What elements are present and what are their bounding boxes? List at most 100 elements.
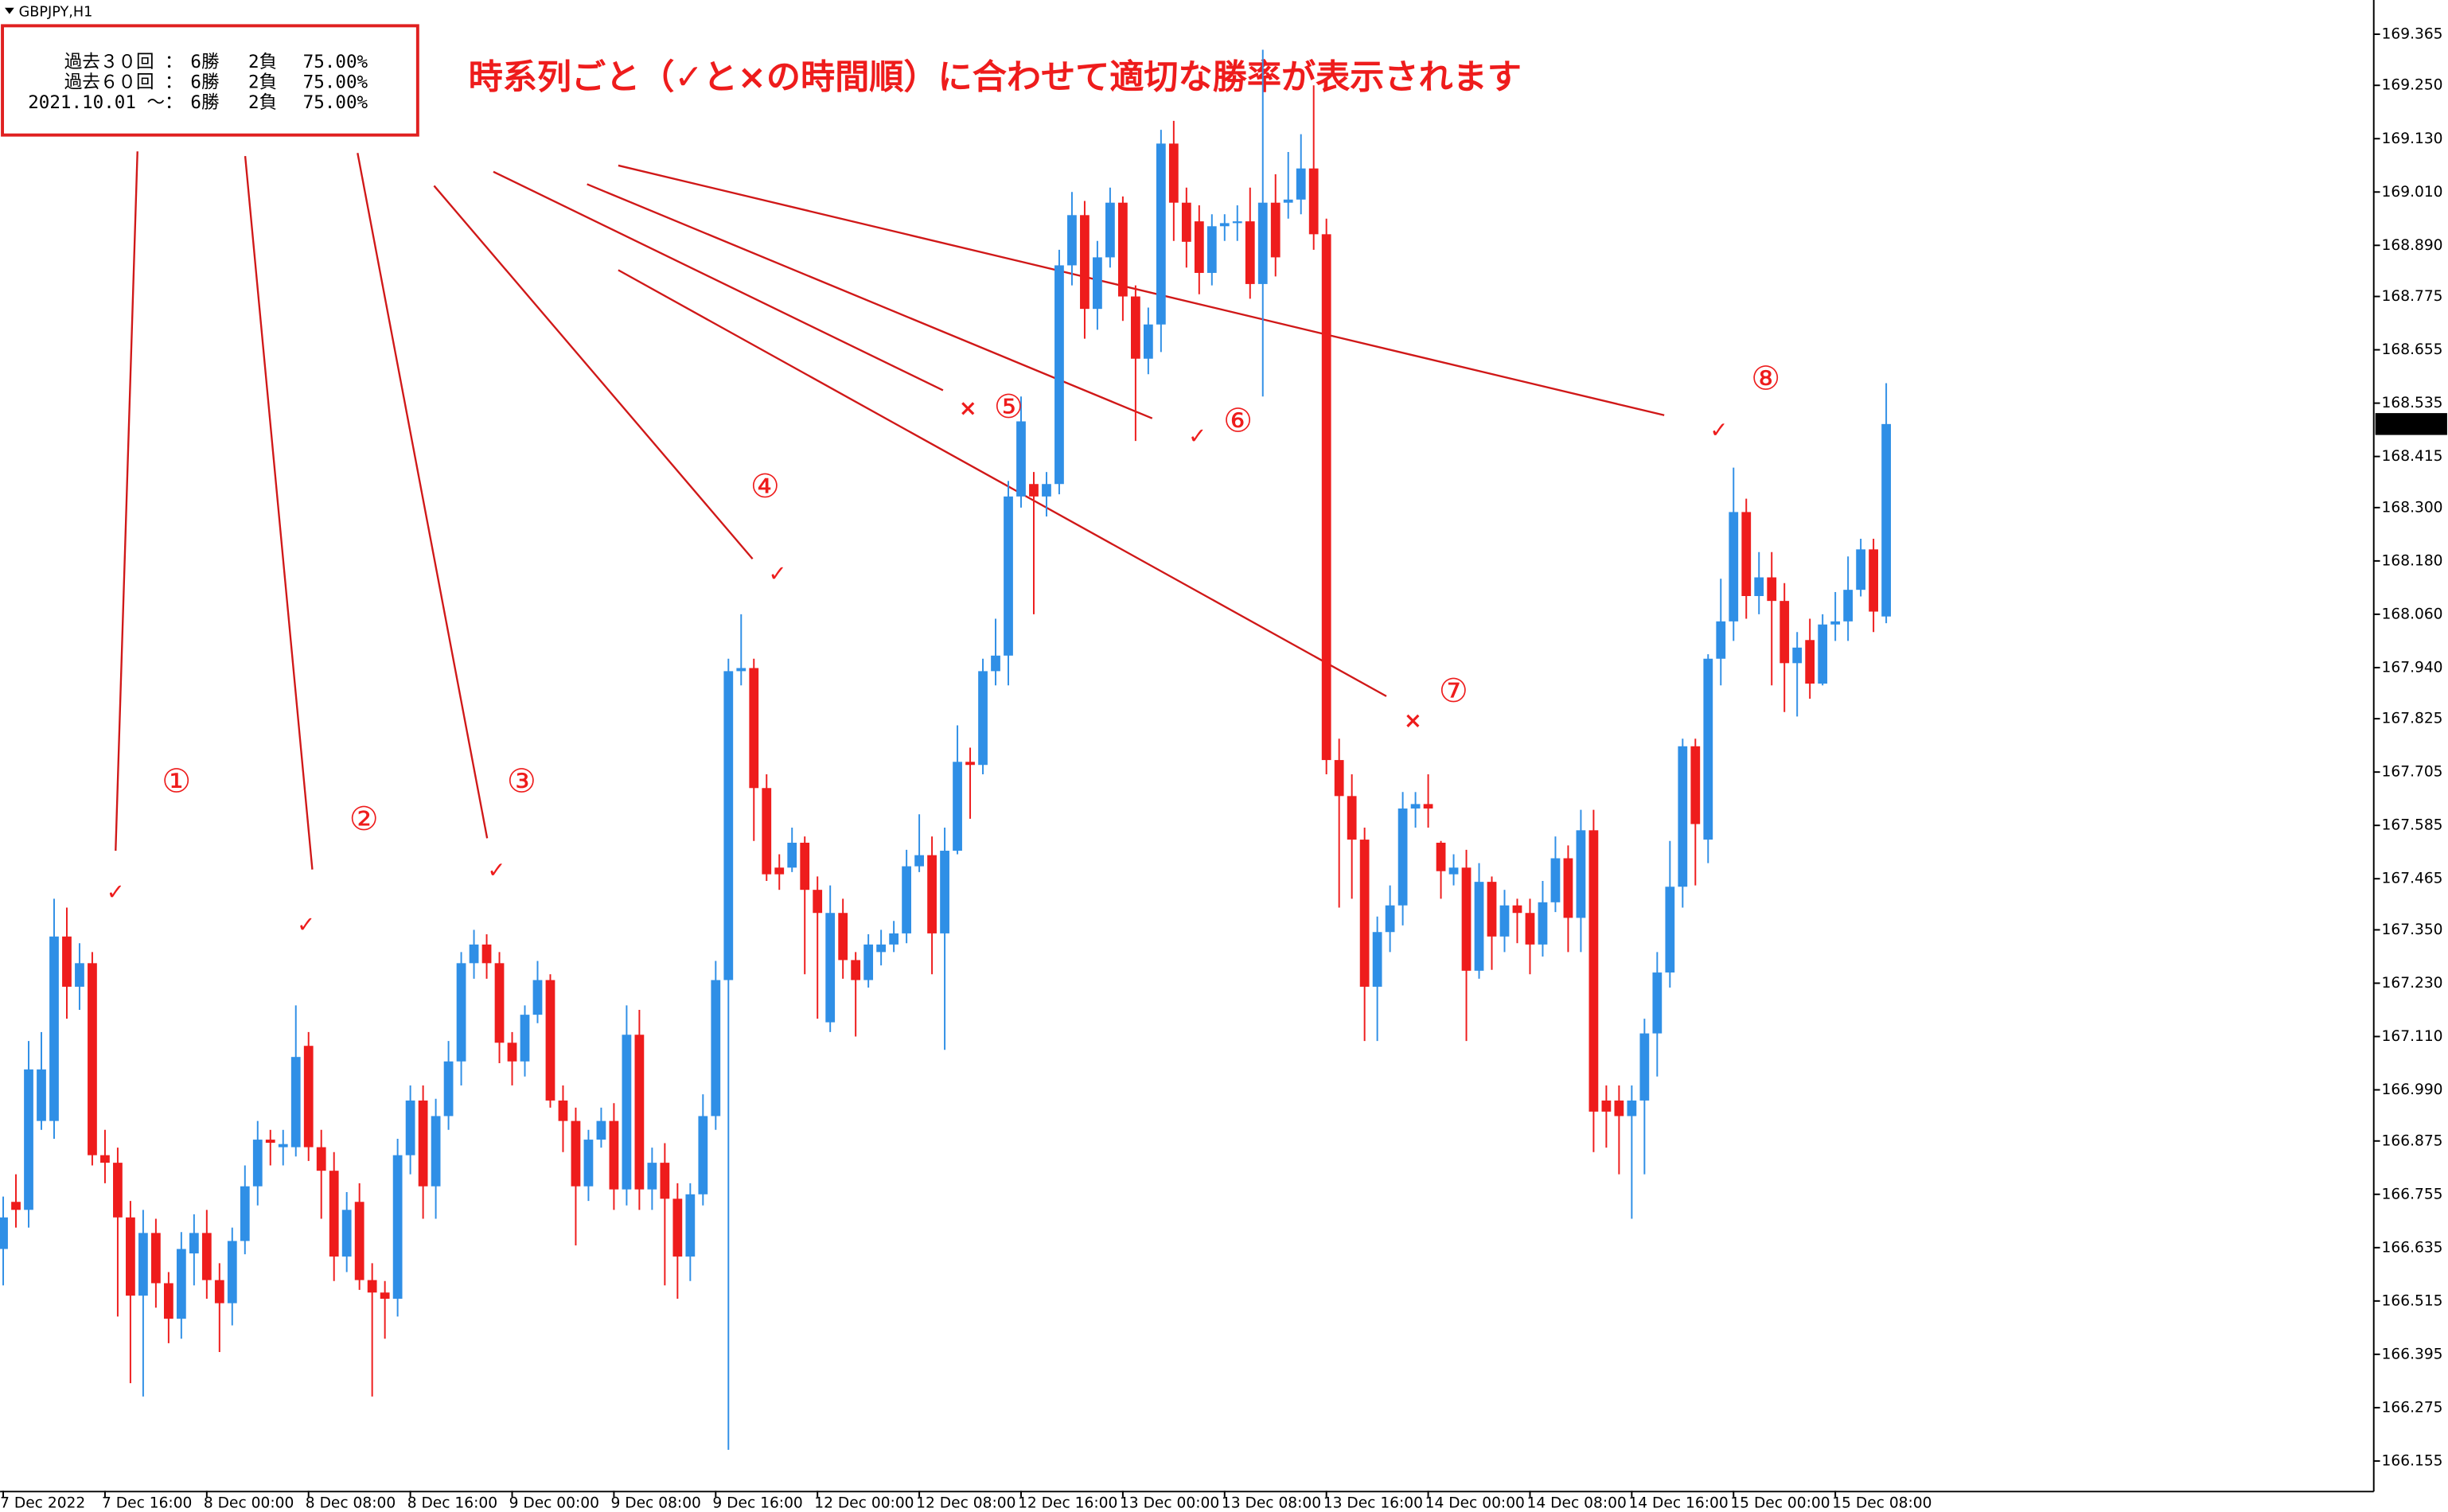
candle-body (1767, 577, 1777, 602)
stats-cell: 75.00% (303, 72, 368, 92)
candle-body (978, 671, 988, 766)
annotation-mark: ✓ (487, 859, 505, 883)
annotation-number: ④ (750, 467, 780, 505)
candle-body (380, 1292, 390, 1300)
candle-body (75, 963, 84, 987)
candle-body (1029, 484, 1039, 497)
candle-body (278, 1144, 288, 1148)
candle-body (774, 867, 785, 875)
candle-body (1194, 221, 1204, 273)
candle-body (698, 1116, 708, 1194)
candle-body (672, 1198, 683, 1257)
candle-body (953, 762, 962, 851)
y-tick-label: 166.275 (2382, 1399, 2443, 1416)
x-tick-label: 14 Dec 00:00 (1425, 1495, 1525, 1512)
candle-body (1652, 972, 1663, 1034)
candle-body (1805, 640, 1815, 684)
x-tick-label: 13 Dec 16:00 (1323, 1495, 1423, 1512)
candle-body (685, 1194, 696, 1257)
candle-body (762, 788, 772, 875)
candle-body (1830, 621, 1841, 625)
y-tick-label: 168.180 (2382, 552, 2443, 569)
last-price-label: 168.488 (2380, 415, 2442, 432)
candle-body (316, 1147, 326, 1171)
x-tick-label: 7 Dec 16:00 (102, 1495, 192, 1512)
y-tick-label: 166.515 (2382, 1292, 2443, 1309)
menu-triangle[interactable] (4, 7, 14, 14)
candle-body (1347, 796, 1357, 840)
candle-body (1716, 621, 1726, 659)
candle-body (1004, 496, 1013, 656)
candle-body (1296, 168, 1306, 200)
candle-body (0, 1217, 8, 1249)
candle-body (456, 963, 466, 1062)
candle-body (736, 668, 746, 672)
candle-body (1385, 905, 1395, 933)
candle-body (1130, 296, 1140, 359)
x-tick-label: 15 Dec 00:00 (1730, 1495, 1830, 1512)
candle-body (1321, 234, 1331, 761)
candle-body (1614, 1100, 1624, 1116)
candle-body (252, 1140, 263, 1187)
candle-body (851, 960, 861, 980)
last-price-box (2375, 413, 2447, 435)
candle-body (1308, 168, 1319, 235)
candle-body (329, 1171, 339, 1257)
candle-body (1512, 905, 1522, 914)
y-tick-label: 166.875 (2382, 1132, 2443, 1149)
candle-body (558, 1100, 568, 1121)
candle-body (507, 1042, 517, 1062)
candle-body (227, 1241, 237, 1304)
annotation-number: ⑥ (1223, 402, 1253, 440)
y-tick-label: 167.230 (2382, 975, 2443, 992)
candle-body (11, 1202, 21, 1210)
x-tick-label: 8 Dec 16:00 (407, 1495, 497, 1512)
y-tick-label: 167.825 (2382, 711, 2443, 727)
stats-cell: 6勝 (190, 72, 219, 92)
candle-body (1232, 221, 1242, 224)
x-tick-label: 8 Dec 00:00 (204, 1495, 294, 1512)
x-tick-label: 14 Dec 08:00 (1527, 1495, 1627, 1512)
stats-cell: 75.00% (303, 92, 368, 113)
stats-cell: 6勝 (190, 52, 219, 72)
x-tick-label: 12 Dec 00:00 (814, 1495, 914, 1512)
annotation-number: ② (349, 800, 379, 838)
candle-body (660, 1163, 670, 1199)
candle-body (1168, 143, 1179, 203)
x-tick-label: 7 Dec 2022 (0, 1495, 85, 1512)
y-tick-label: 167.110 (2382, 1028, 2443, 1045)
candle-body (1359, 840, 1370, 987)
leader-line (244, 156, 314, 870)
candle-body (418, 1100, 428, 1187)
candle-body (1665, 887, 1675, 973)
candle-body (1729, 512, 1739, 622)
stats-cell: 2負 (248, 52, 277, 72)
candle-body (825, 913, 836, 1023)
annotation-number: ⑧ (1751, 360, 1780, 398)
candle-body (889, 933, 899, 945)
candle-body (1219, 223, 1230, 227)
candle-body (469, 944, 479, 964)
leader-line (115, 151, 138, 851)
x-tick-label: 14 Dec 16:00 (1628, 1495, 1728, 1512)
candle-body (1703, 658, 1713, 840)
annotation-mark: ✓ (1188, 424, 1206, 449)
candle-body (240, 1186, 250, 1241)
candle-body (1016, 421, 1026, 497)
candle-body (800, 842, 810, 890)
headline: 時系列ごと（✓と×の時間順）に合わせて適切な勝率が表示されます (469, 58, 1522, 98)
y-tick-label: 169.010 (2382, 184, 2443, 201)
candle-body (214, 1280, 224, 1304)
candle-body (201, 1233, 212, 1280)
candle-body (647, 1163, 657, 1190)
candle-body (1143, 324, 1153, 359)
candle-body (290, 1057, 301, 1148)
candle-body (1818, 624, 1828, 684)
candle-body (354, 1202, 364, 1280)
candle-body (392, 1155, 403, 1300)
candle-body (150, 1233, 161, 1284)
candle-body (1283, 199, 1293, 203)
candle-body (902, 866, 911, 933)
